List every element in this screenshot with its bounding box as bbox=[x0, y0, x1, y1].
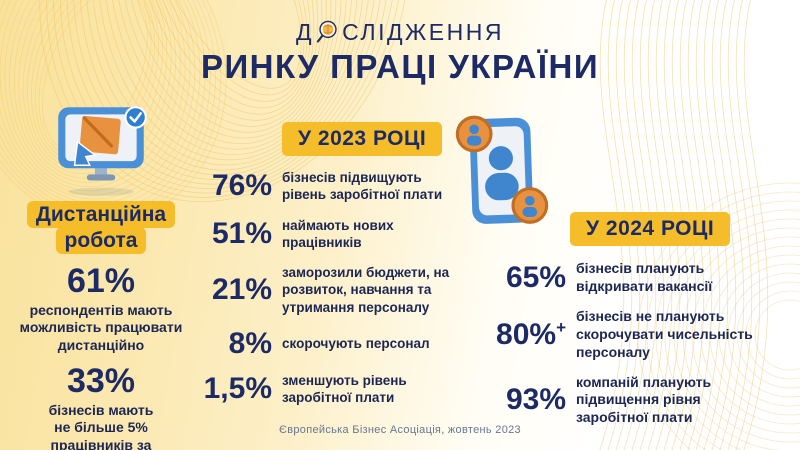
source-credit: Європейська Бізнес Асоціація, жовтень 20… bbox=[279, 424, 521, 436]
stat-row: 76% бізнесів підвищують рівень заробітно… bbox=[196, 169, 460, 204]
badge-row-2023: У 2023 РОЦІ bbox=[282, 122, 460, 156]
stat-row: 93% компаній планують підвищення рівня з… bbox=[480, 374, 792, 428]
stat-label: наймають нових працівників bbox=[282, 217, 394, 250]
stat-row: 51% наймають нових працівників bbox=[196, 217, 460, 252]
stat-value: 76% bbox=[211, 169, 272, 203]
stat-value: 93% bbox=[505, 383, 566, 417]
stat-value: 33% bbox=[66, 362, 136, 401]
title-suffix: СЛІДЖЕННЯ bbox=[342, 18, 504, 45]
stat-value: 61% bbox=[66, 262, 136, 300]
stat-label: респондентів мають можливість працювати … bbox=[19, 301, 183, 353]
stat-label: компаній планують підвищення рівня зароб… bbox=[576, 373, 712, 426]
stat-stacked: 61% респондентів мають можливість працюв… bbox=[12, 262, 190, 354]
remote-badge-line2: робота bbox=[55, 227, 147, 254]
page-title: Д СЛІДЖЕННЯ bbox=[0, 18, 800, 46]
stats-2023-list: 76% бізнесів підвищують рівень заробітно… bbox=[196, 169, 460, 406]
stats-2024-list: 65% бізнесів планують відкривати вакансі… bbox=[480, 260, 792, 427]
stat-label: бізнесів підвищують рівень заробітної пл… bbox=[282, 170, 443, 203]
stat-label: заморозили бюджети, на розвиток, навчанн… bbox=[282, 265, 450, 315]
stat-label: зменшують рівень заробітної плати bbox=[282, 372, 407, 406]
stat-row: 80%+ бізнесів не планують скорочувати чи… bbox=[480, 308, 792, 362]
stat-value: 65% bbox=[505, 260, 566, 294]
remote-stats-list: 61% респондентів мають можливість працюв… bbox=[12, 262, 190, 450]
stat-value: 21% bbox=[211, 272, 272, 306]
stat-row: 21% заморозили бюджети, на розвиток, нав… bbox=[196, 264, 460, 316]
stat-stacked: 33% бізнесів мають не більше 5% працівни… bbox=[12, 362, 190, 450]
header: Д СЛІДЖЕННЯ РИНКУ ПРАЦІ УКРАЇНИ bbox=[0, 18, 800, 86]
magnifier-globe-icon bbox=[315, 18, 341, 46]
section-2023: У 2023 РОЦІ 76% бізнесів підвищують ріве… bbox=[196, 122, 460, 419]
stat-value: 51% bbox=[211, 216, 272, 250]
badge-row-2024: У 2024 РОЦІ bbox=[570, 212, 792, 246]
section-2024: У 2024 РОЦІ 65% бізнесів планують відкри… bbox=[480, 212, 792, 439]
remote-work-badge: Дистанційна робота bbox=[12, 201, 190, 254]
phone-people-icon bbox=[452, 112, 552, 238]
stat-row: 1,5% зменшують рівень заробітної плати bbox=[196, 372, 460, 407]
stat-value: 80%+ bbox=[496, 318, 566, 352]
remote-badge-line1: Дистанційна bbox=[26, 201, 176, 228]
stat-label: бізнесів не планують скорочувати чисельн… bbox=[576, 307, 753, 360]
stat-value: 8% bbox=[228, 326, 272, 360]
stat-row: 8% скорочують персонал bbox=[196, 326, 460, 360]
section-remote-work: Дистанційна робота 61% респондентів мают… bbox=[12, 104, 190, 450]
stat-label: бізнесів планують відкривати вакансії bbox=[576, 260, 713, 294]
monitor-envelope-icon bbox=[12, 104, 190, 200]
stat-value: 1,5% bbox=[203, 372, 272, 406]
year-2023-badge: У 2023 РОЦІ bbox=[282, 122, 443, 156]
stat-label: скорочують персонал bbox=[282, 336, 430, 352]
year-2024-badge: У 2024 РОЦІ bbox=[570, 212, 731, 246]
title-prefix: Д bbox=[296, 18, 315, 45]
stat-row: 65% бізнесів планують відкривати вакансі… bbox=[480, 260, 792, 296]
page-subtitle: РИНКУ ПРАЦІ УКРАЇНИ bbox=[200, 48, 600, 85]
stat-label: бізнесів мають не більше 5% працівників … bbox=[48, 401, 154, 450]
